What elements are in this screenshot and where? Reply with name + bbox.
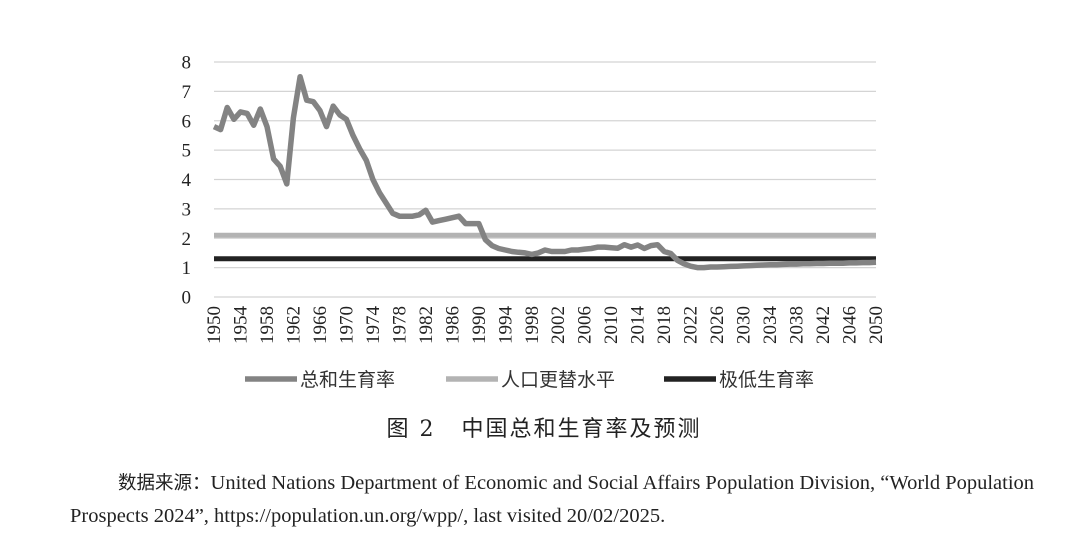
legend: 总和生育率 人口更替水平 极低生育率 [245, 369, 814, 391]
legend-label: 极低生育率 [719, 369, 814, 391]
x-tick-label: 2002 [548, 306, 569, 344]
y-tick-label: 3 [182, 199, 192, 220]
x-tick-label: 1986 [442, 306, 463, 344]
figure-number: 图 2 [386, 417, 436, 442]
figure-title: 中国总和生育率及预测 [461, 417, 702, 442]
x-tick-label: 2014 [628, 306, 649, 345]
source-text: United Nations Department of Economic an… [70, 472, 1035, 527]
x-tick-label: 1950 [204, 306, 225, 344]
y-tick-label: 8 [182, 53, 192, 74]
gridlines [214, 61, 876, 298]
x-tick-label: 2042 [813, 306, 834, 344]
x-tick-label: 2046 [840, 306, 861, 344]
x-tick-label: 1994 [495, 306, 516, 345]
x-tick-label: 1990 [469, 306, 490, 344]
y-tick-label: 6 [182, 111, 192, 132]
y-axis-ticks: 0 1 2 3 4 5 6 7 8 [182, 53, 192, 309]
figure-caption: 图 2 中国总和生育率及预测 [0, 411, 1080, 443]
y-tick-label: 5 [182, 141, 192, 162]
x-tick-label: 1978 [389, 306, 410, 344]
data-source-note: 数据来源：United Nations Department of Econom… [70, 467, 1060, 532]
x-tick-label: 2034 [760, 306, 781, 345]
x-tick-label: 1974 [363, 306, 384, 345]
y-tick-label: 1 [182, 258, 192, 279]
series-lines [212, 73, 877, 271]
x-tick-label: 2018 [654, 306, 675, 344]
legend-label: 人口更替水平 [501, 369, 615, 391]
x-tick-label: 2010 [601, 306, 622, 344]
x-tick-label: 2022 [681, 306, 702, 344]
y-tick-label: 7 [182, 82, 192, 103]
x-tick-label: 2050 [866, 306, 887, 344]
x-tick-label: 1962 [283, 306, 304, 344]
x-axis-ticks: 1950 1954 1958 1962 1966 1970 1974 1978 1982 1986… [204, 306, 887, 345]
x-tick-label: 1958 [257, 306, 278, 344]
source-lead: 数据来源： [118, 473, 211, 494]
x-tick-label: 2038 [787, 306, 808, 344]
x-tick-label: 2006 [575, 306, 596, 344]
y-tick-label: 4 [182, 170, 192, 191]
y-tick-label: 2 [182, 229, 192, 250]
x-tick-label: 1970 [336, 306, 357, 344]
x-tick-label: 1966 [310, 306, 331, 344]
series-line [212, 73, 877, 271]
x-tick-label: 2030 [734, 306, 755, 344]
y-tick-label: 0 [182, 288, 192, 309]
x-tick-label: 2026 [707, 306, 728, 344]
x-tick-label: 1982 [416, 306, 437, 344]
x-tick-label: 1954 [230, 306, 251, 345]
x-tick-label: 1998 [522, 306, 543, 344]
legend-label: 总和生育率 [300, 369, 395, 391]
